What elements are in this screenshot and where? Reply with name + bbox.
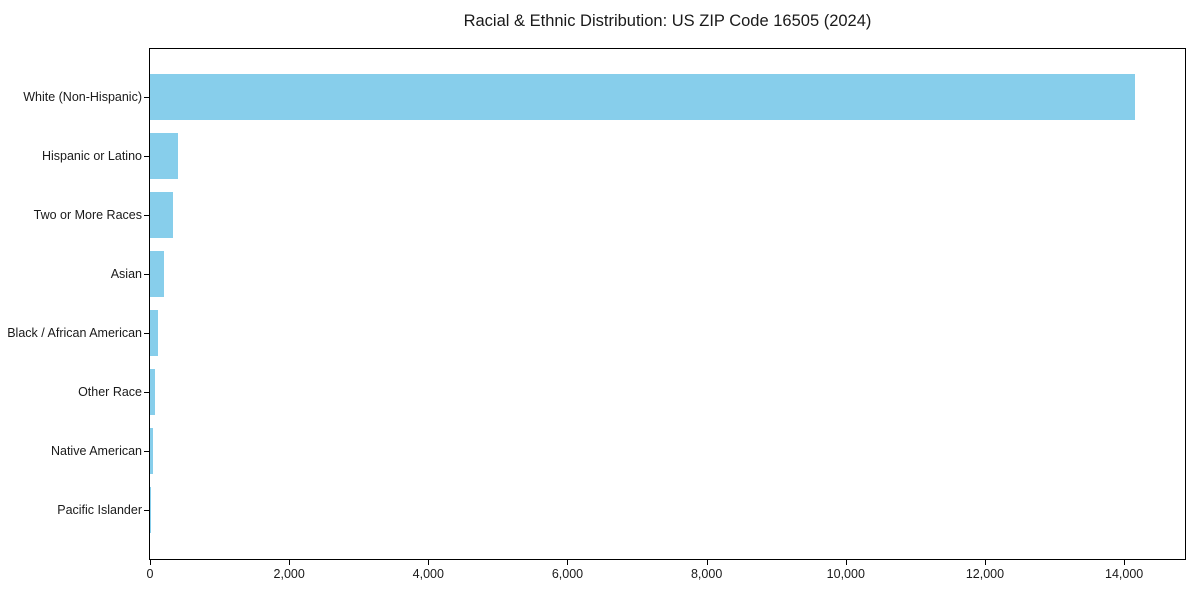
x-tick <box>567 560 569 565</box>
y-tick <box>144 332 149 334</box>
x-tick <box>706 560 708 565</box>
bar <box>150 73 1135 120</box>
x-tick <box>984 560 986 565</box>
y-tick <box>144 214 149 216</box>
bar <box>150 486 151 533</box>
x-axis-tick-label: 12,000 <box>965 567 1005 581</box>
bar <box>150 191 173 238</box>
y-tick <box>144 155 149 157</box>
x-tick <box>150 560 151 565</box>
chart-title: Racial & Ethnic Distribution: US ZIP Cod… <box>463 12 872 30</box>
y-tick <box>144 509 149 511</box>
x-tick <box>1124 560 1126 565</box>
y-axis-label: Two or More Races <box>33 207 142 222</box>
y-tick <box>144 96 149 98</box>
x-axis-tick-label: 8,000 <box>690 567 723 581</box>
bar <box>150 132 178 179</box>
x-axis-tick-label: 0 <box>146 567 154 581</box>
y-tick <box>144 450 149 452</box>
bar <box>150 427 154 474</box>
x-tick <box>845 560 847 565</box>
y-axis-label: Other Race <box>78 384 142 399</box>
y-axis-label: Hispanic or Latino <box>41 148 142 163</box>
x-tick <box>289 560 291 565</box>
x-axis-tick-label: 2,000 <box>273 567 305 581</box>
x-tick <box>428 560 430 565</box>
bar <box>150 309 158 356</box>
y-axis-label: Pacific Islander <box>57 502 142 517</box>
y-axis-label: Asian <box>110 266 142 281</box>
bar <box>150 250 164 297</box>
y-axis-label: Native American <box>50 443 142 458</box>
y-axis-label: White (Non-Hispanic) <box>23 89 142 104</box>
y-tick <box>144 391 149 393</box>
bar <box>150 368 155 415</box>
y-axis-label: Black / African American <box>7 325 142 340</box>
x-axis-tick-label: 14,000 <box>1104 567 1144 581</box>
y-tick <box>144 273 149 275</box>
plot-area <box>149 48 1186 560</box>
x-axis-tick-label: 10,000 <box>826 567 865 581</box>
x-axis-tick-label: 4,000 <box>412 567 444 581</box>
x-axis-tick-label: 6,000 <box>551 567 584 581</box>
